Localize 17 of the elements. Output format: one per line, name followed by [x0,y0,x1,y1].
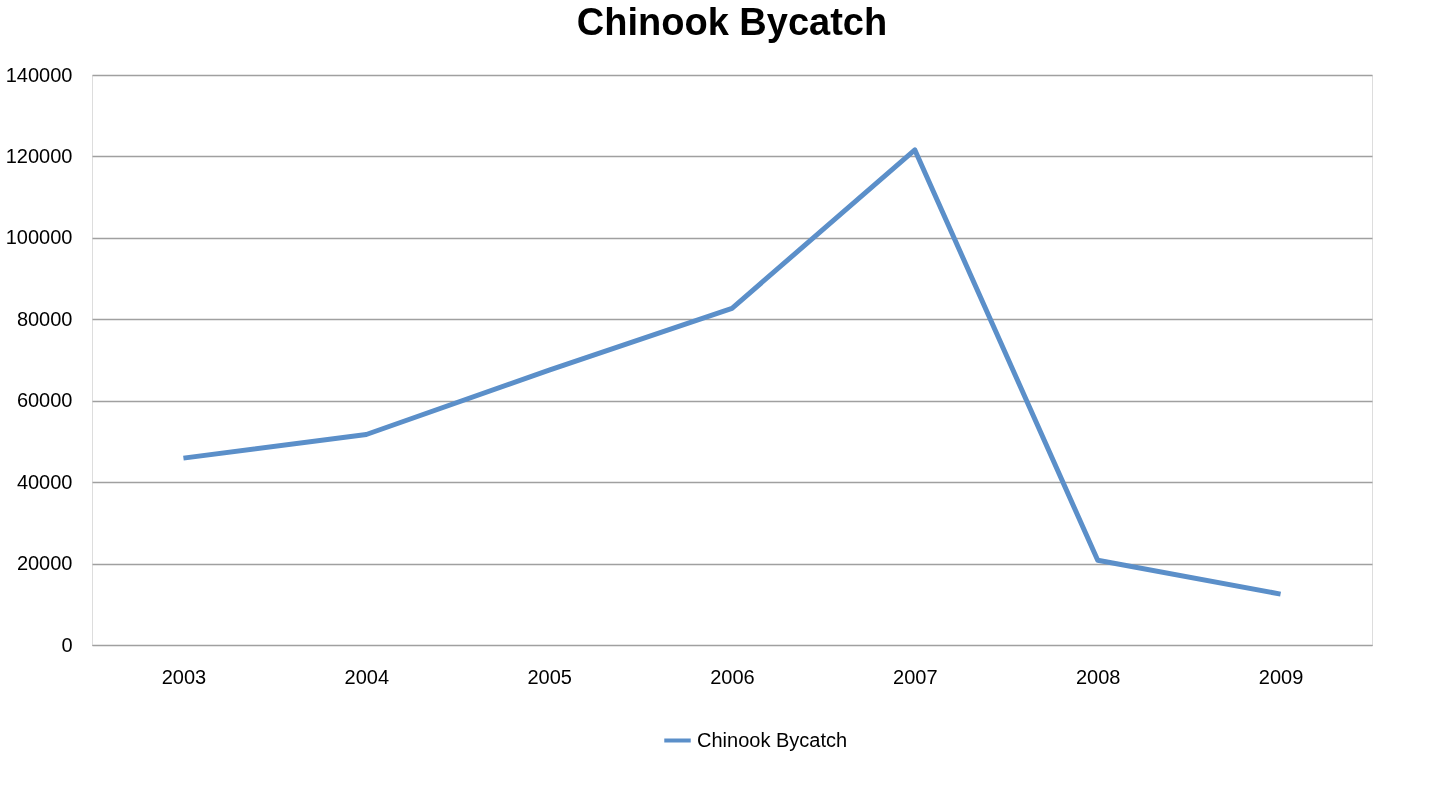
y-tick-label: 0 [61,633,73,656]
y-tick-label: 20000 [16,552,73,575]
y-tick-label: 120000 [5,144,73,167]
y-tick-label: 40000 [16,470,73,493]
x-tick-label: 2004 [344,665,390,688]
y-tick-label: 100000 [5,226,73,249]
y-tick-label: 80000 [16,307,73,330]
x-tick-label: 2006 [710,665,755,688]
y-tick-label: 60000 [16,389,73,412]
chart-title: Chinook Bycatch [576,1,888,43]
legend-label: Chinook Bycatch [697,728,848,751]
x-tick-label: 2003 [161,665,207,688]
x-tick-label: 2009 [1258,665,1304,688]
y-tick-label: 140000 [5,63,73,86]
x-tick-label: 2005 [527,665,572,688]
x-tick-label: 2007 [893,665,938,688]
x-tick-label: 2008 [1075,665,1121,688]
